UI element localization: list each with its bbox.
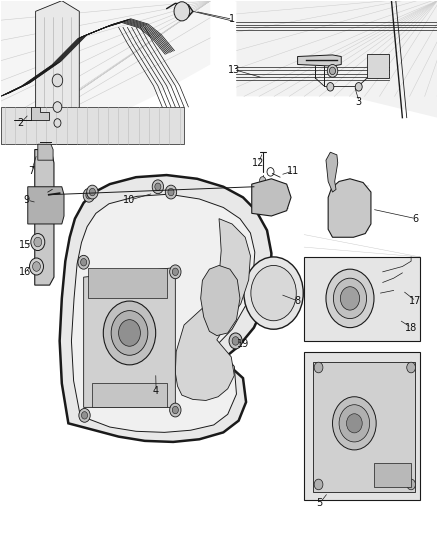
- Polygon shape: [1, 1, 210, 144]
- Polygon shape: [374, 463, 411, 487]
- Polygon shape: [60, 175, 272, 442]
- Circle shape: [83, 188, 95, 202]
- Polygon shape: [326, 152, 338, 192]
- Text: 6: 6: [413, 214, 419, 224]
- Circle shape: [170, 403, 181, 417]
- Polygon shape: [201, 265, 240, 336]
- Circle shape: [244, 257, 303, 329]
- Circle shape: [170, 265, 181, 279]
- Polygon shape: [313, 362, 416, 492]
- Text: 11: 11: [287, 166, 299, 176]
- Circle shape: [229, 333, 242, 349]
- Circle shape: [329, 67, 336, 75]
- Polygon shape: [175, 219, 251, 400]
- Circle shape: [357, 223, 365, 233]
- Text: 18: 18: [405, 322, 417, 333]
- Polygon shape: [35, 150, 54, 285]
- Circle shape: [326, 269, 374, 328]
- Polygon shape: [297, 55, 341, 66]
- Circle shape: [339, 405, 370, 442]
- Text: 9: 9: [24, 195, 30, 205]
- Polygon shape: [304, 352, 420, 500]
- Circle shape: [260, 176, 266, 184]
- Polygon shape: [367, 54, 389, 78]
- Circle shape: [407, 479, 416, 490]
- Circle shape: [327, 64, 338, 77]
- Circle shape: [32, 262, 40, 271]
- Polygon shape: [35, 1, 79, 144]
- Polygon shape: [14, 107, 49, 120]
- Circle shape: [165, 185, 177, 199]
- Text: 4: 4: [152, 386, 159, 397]
- Circle shape: [314, 362, 323, 373]
- Circle shape: [119, 320, 141, 346]
- Polygon shape: [304, 257, 420, 341]
- Text: 1: 1: [229, 14, 235, 25]
- Polygon shape: [88, 268, 166, 298]
- Circle shape: [168, 188, 174, 196]
- Circle shape: [103, 301, 155, 365]
- Circle shape: [174, 2, 190, 21]
- Polygon shape: [28, 187, 64, 224]
- Circle shape: [251, 265, 296, 321]
- Text: 17: 17: [409, 296, 422, 306]
- Circle shape: [29, 258, 43, 275]
- Circle shape: [407, 362, 416, 373]
- Circle shape: [172, 268, 178, 276]
- Circle shape: [81, 411, 88, 419]
- Text: 12: 12: [252, 158, 265, 168]
- Circle shape: [78, 255, 89, 269]
- Text: 3: 3: [356, 96, 362, 107]
- Circle shape: [111, 311, 148, 356]
- Circle shape: [335, 223, 343, 233]
- Text: 10: 10: [124, 195, 136, 205]
- Text: 13: 13: [228, 65, 240, 75]
- Circle shape: [333, 278, 367, 319]
- Text: 2: 2: [17, 118, 24, 128]
- Polygon shape: [252, 179, 291, 216]
- Text: 5: 5: [316, 498, 322, 508]
- Circle shape: [89, 188, 95, 196]
- Circle shape: [31, 233, 45, 251]
- Circle shape: [332, 397, 376, 450]
- Circle shape: [232, 337, 239, 345]
- Circle shape: [81, 259, 87, 266]
- Polygon shape: [38, 144, 53, 160]
- Circle shape: [346, 181, 354, 192]
- Circle shape: [314, 479, 323, 490]
- Polygon shape: [237, 1, 437, 118]
- Circle shape: [87, 185, 98, 199]
- Circle shape: [52, 74, 63, 87]
- Circle shape: [327, 83, 334, 91]
- Polygon shape: [1, 107, 184, 144]
- Text: 19: 19: [237, 338, 249, 349]
- Text: 15: 15: [18, 240, 31, 250]
- Circle shape: [155, 183, 161, 190]
- Circle shape: [86, 191, 92, 199]
- Circle shape: [152, 180, 163, 193]
- Circle shape: [53, 102, 62, 112]
- Text: 7: 7: [28, 166, 34, 176]
- Circle shape: [54, 119, 61, 127]
- Circle shape: [172, 406, 178, 414]
- Circle shape: [34, 237, 42, 247]
- Text: 8: 8: [294, 296, 300, 306]
- Circle shape: [355, 83, 362, 91]
- Polygon shape: [84, 268, 175, 407]
- Polygon shape: [92, 383, 166, 407]
- Circle shape: [79, 408, 90, 422]
- Polygon shape: [328, 179, 371, 237]
- Text: 16: 16: [18, 267, 31, 277]
- Circle shape: [340, 287, 360, 310]
- Circle shape: [346, 414, 362, 433]
- Polygon shape: [71, 194, 255, 432]
